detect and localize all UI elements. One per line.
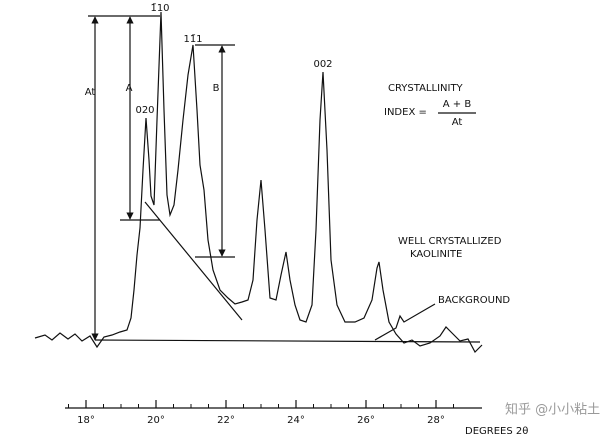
watermark: 知乎 @小小粘土: [505, 402, 600, 418]
x-tick-label: 22°: [217, 415, 235, 426]
background-pointer: [374, 303, 436, 341]
peak-label: 002: [313, 59, 332, 70]
background-label: BACKGROUND: [438, 295, 510, 306]
peak-label: 1̄10: [150, 3, 169, 14]
background-line: [94, 339, 481, 343]
sample-label: KAOLINITE: [410, 249, 462, 260]
axis-label: DEGREES 2θ: [465, 426, 528, 437]
tick-group: 18° 20° 22° 24° 26° 28°: [68, 400, 454, 426]
formula-title: CRYSTALLINITY: [388, 83, 464, 94]
measure-label: At: [85, 87, 96, 98]
x-tick-label: 18°: [77, 415, 95, 426]
peak-label: 11̄1: [183, 34, 202, 45]
x-tick-label: 28°: [427, 415, 445, 426]
sample-label: WELL CRYSTALLIZED: [398, 236, 502, 247]
x-tick-label: 24°: [287, 415, 305, 426]
formula-numerator: A + B: [443, 99, 472, 110]
tangent-line: [144, 201, 243, 321]
measure-label: A: [126, 83, 133, 94]
formula-denominator: At: [452, 117, 463, 128]
formula-lhs: INDEX =: [384, 107, 427, 118]
peak-label: 020: [135, 105, 154, 116]
diffraction-trace: [34, 11, 483, 353]
measure-label: B: [213, 83, 220, 94]
x-tick-label: 26°: [357, 415, 375, 426]
x-tick-label: 20°: [147, 415, 165, 426]
